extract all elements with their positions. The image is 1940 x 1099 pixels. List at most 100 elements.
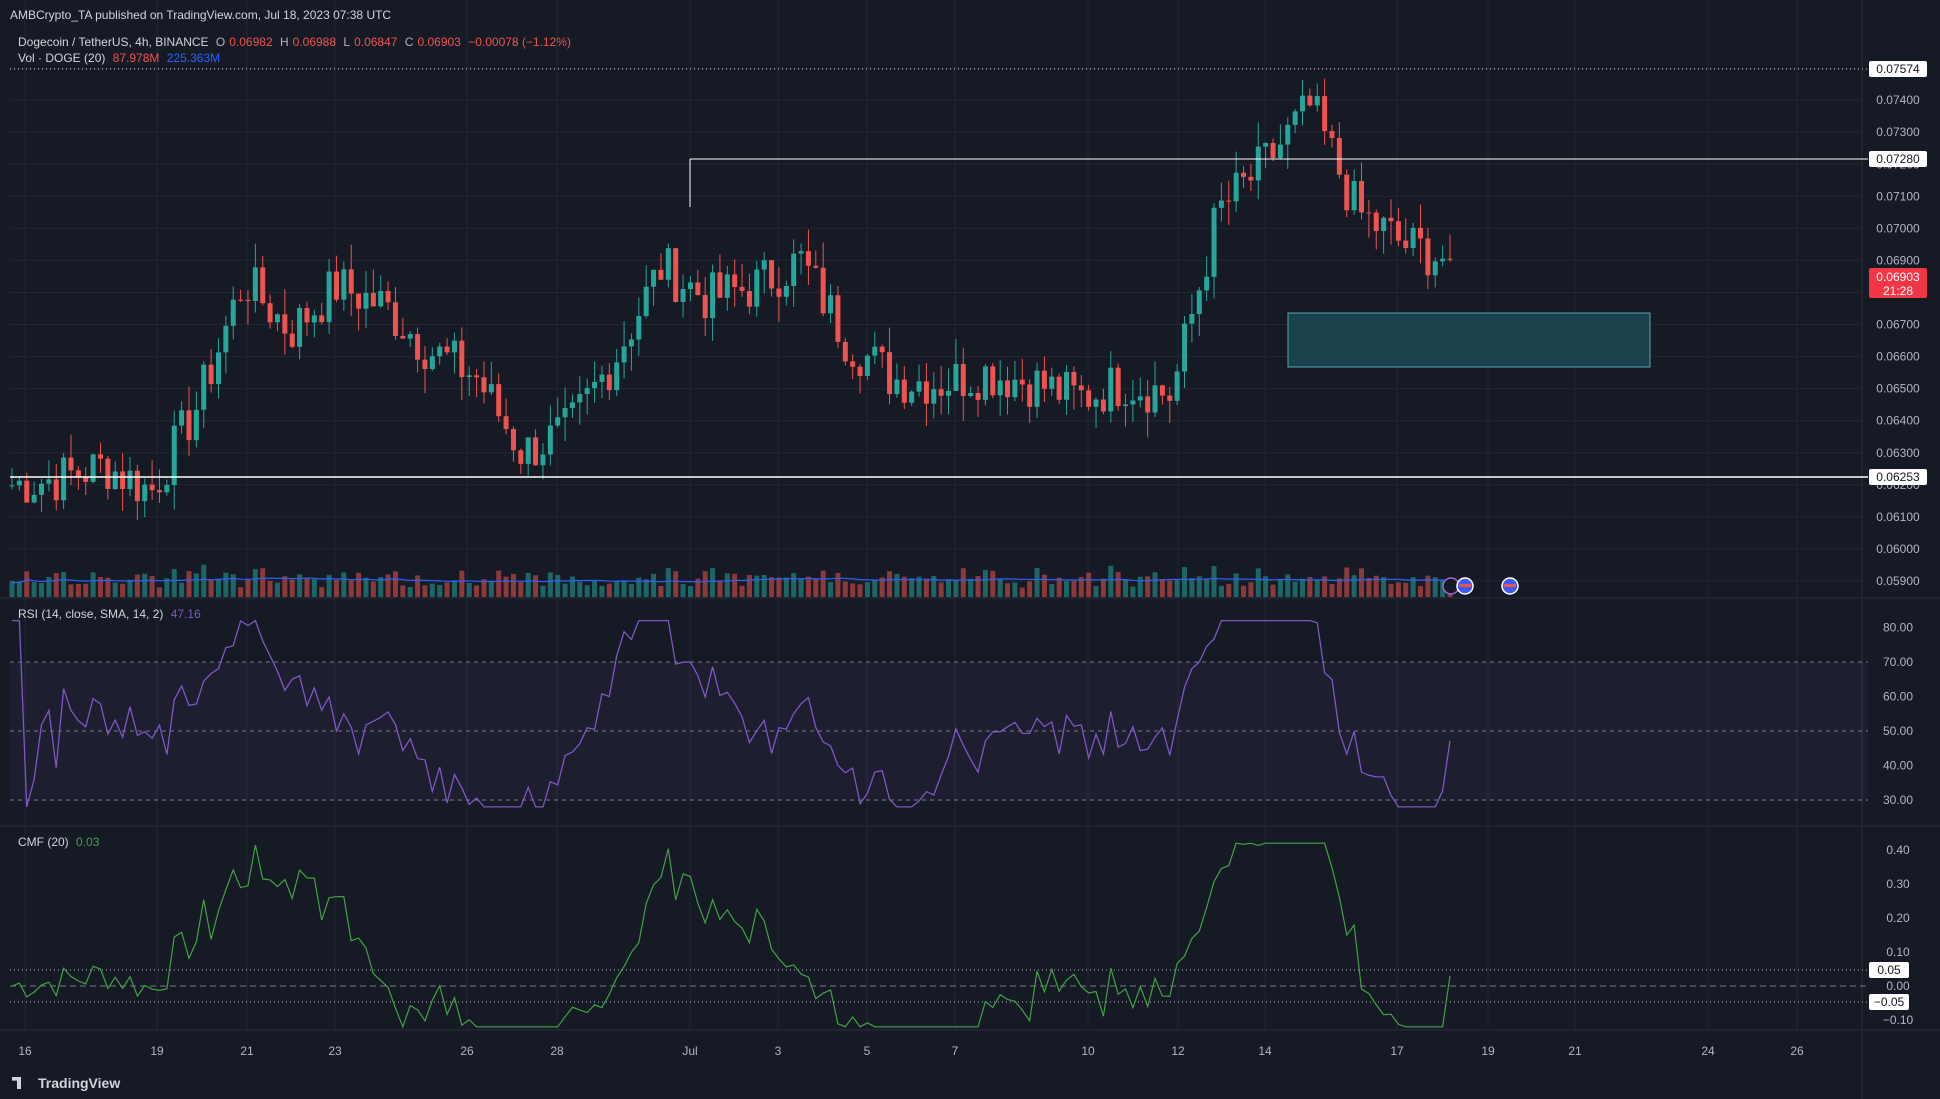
volume-bar <box>1056 577 1062 597</box>
candle-body <box>53 479 59 501</box>
cmf-tick-label: 0.20 <box>1886 911 1910 925</box>
price-tick-label: 0.07300 <box>1876 125 1920 139</box>
volume-bar <box>1145 576 1151 597</box>
volume-legend[interactable]: Vol · DOGE (20) 87.978M 225.363M <box>18 51 224 65</box>
volume-bar <box>923 578 929 597</box>
volume-bar <box>223 572 229 597</box>
volume-bar <box>9 580 15 597</box>
price-tick-label: 0.07100 <box>1876 189 1920 203</box>
volume-bar <box>83 583 89 597</box>
time-tick-label: 23 <box>328 1044 342 1058</box>
candle-body <box>857 366 863 376</box>
rsi-axis[interactable]: 80.00 70.00 60.00 50.00 40.00 30.00 <box>1883 621 1913 808</box>
rsi-legend[interactable]: RSI (14, close, SMA, 14, 2) 47.16 <box>18 607 205 621</box>
candle-body <box>46 479 52 484</box>
candle-body <box>179 410 185 426</box>
cmf-axis[interactable]: 0.40 0.30 0.20 0.10 0.00 −0.10 <box>1883 843 1914 1027</box>
candle-body <box>665 248 671 280</box>
volume-bar <box>16 581 22 597</box>
candle-body <box>1108 367 1114 412</box>
candle-body <box>164 484 170 493</box>
candle-body <box>238 299 244 301</box>
price-tick-label: 0.06300 <box>1876 446 1920 460</box>
candle-body <box>282 314 288 334</box>
candle-body <box>215 352 221 385</box>
volume-bar <box>636 577 642 597</box>
candle-body <box>953 363 959 391</box>
candle-body <box>127 470 133 490</box>
candle-body <box>1233 172 1239 202</box>
time-axis[interactable]: 16 19 21 23 26 28 Jul 3 5 7 10 12 14 17 19 21 24 26 <box>18 1044 1804 1058</box>
cmf-legend[interactable]: CMF (20) 0.03 <box>18 835 103 849</box>
candle-body <box>1027 384 1033 407</box>
candle-body <box>61 457 67 501</box>
volume-bar <box>1196 576 1202 597</box>
volume-bar <box>982 569 988 597</box>
volume-bar <box>503 576 509 597</box>
candle-body <box>916 381 922 392</box>
volume-bar <box>1388 583 1394 597</box>
candle-body <box>540 454 546 466</box>
candle-body <box>1137 396 1143 401</box>
candle-body <box>702 294 708 319</box>
volume-bar <box>444 582 450 597</box>
candle-body <box>24 480 30 503</box>
candle-body <box>1159 385 1165 396</box>
symbol-legend[interactable]: Dogecoin / TetherUS, 4h, BINANCE O 0.0698… <box>18 35 575 49</box>
volume-bar <box>540 585 546 597</box>
candle-body <box>1255 146 1261 181</box>
volume-bar <box>835 572 841 597</box>
volume-bar <box>474 585 480 597</box>
time-tick-label: 7 <box>952 1044 959 1058</box>
demand-zone-box[interactable] <box>1287 312 1651 368</box>
event-icons[interactable] <box>1442 577 1519 595</box>
volume-bar <box>1263 576 1269 597</box>
volume-label: Vol · DOGE (20) <box>18 51 106 65</box>
volume-bar <box>547 572 553 597</box>
volume-bar <box>938 582 944 597</box>
candle-body <box>584 388 590 395</box>
tradingview-logo[interactable]: TradingView <box>12 1075 120 1091</box>
axis-badges: 0.07574 0.07280 0.06903 21:28 0.06253 0.… <box>1869 61 1927 1010</box>
candle-body <box>643 286 649 317</box>
volume-bar <box>828 582 834 597</box>
volume-bar <box>105 577 111 597</box>
candle-body <box>252 267 258 302</box>
candle-body <box>186 410 192 441</box>
volume-bar <box>326 574 332 597</box>
candle-body <box>1049 376 1055 389</box>
volume-bar <box>710 568 716 597</box>
candle-body <box>120 471 126 490</box>
candle-body <box>717 272 723 298</box>
candle-body <box>422 359 428 369</box>
candle-body <box>1086 390 1092 407</box>
volume-bar <box>761 574 767 597</box>
volume-bar <box>665 568 671 597</box>
volume-ma-value: 225.363M <box>166 51 221 65</box>
candle-body <box>68 457 74 471</box>
volume-bar <box>1344 567 1350 597</box>
time-tick-label: 5 <box>864 1044 871 1058</box>
volume-bar <box>754 575 760 597</box>
rsi-value: 47.16 <box>170 607 201 621</box>
volume-bar <box>238 587 244 597</box>
volume-bar <box>724 573 730 597</box>
volume-bar <box>68 584 74 597</box>
volume-bar <box>46 576 52 597</box>
volume-bar <box>24 571 30 597</box>
volume-bar <box>31 582 37 597</box>
candle-body <box>245 299 251 302</box>
volume-bar <box>1292 581 1298 597</box>
volume-bar <box>400 585 406 597</box>
volume-bar <box>164 578 170 597</box>
volume-bar <box>1167 580 1173 597</box>
volume-bar <box>179 582 185 597</box>
volume-bar <box>1027 581 1033 597</box>
time-tick-label: 26 <box>460 1044 474 1058</box>
price-tick-label: 0.06400 <box>1876 414 1920 428</box>
volume-bar <box>385 574 391 597</box>
candle-body <box>687 282 693 289</box>
candle-body <box>1189 313 1195 324</box>
candle-body <box>739 286 745 292</box>
